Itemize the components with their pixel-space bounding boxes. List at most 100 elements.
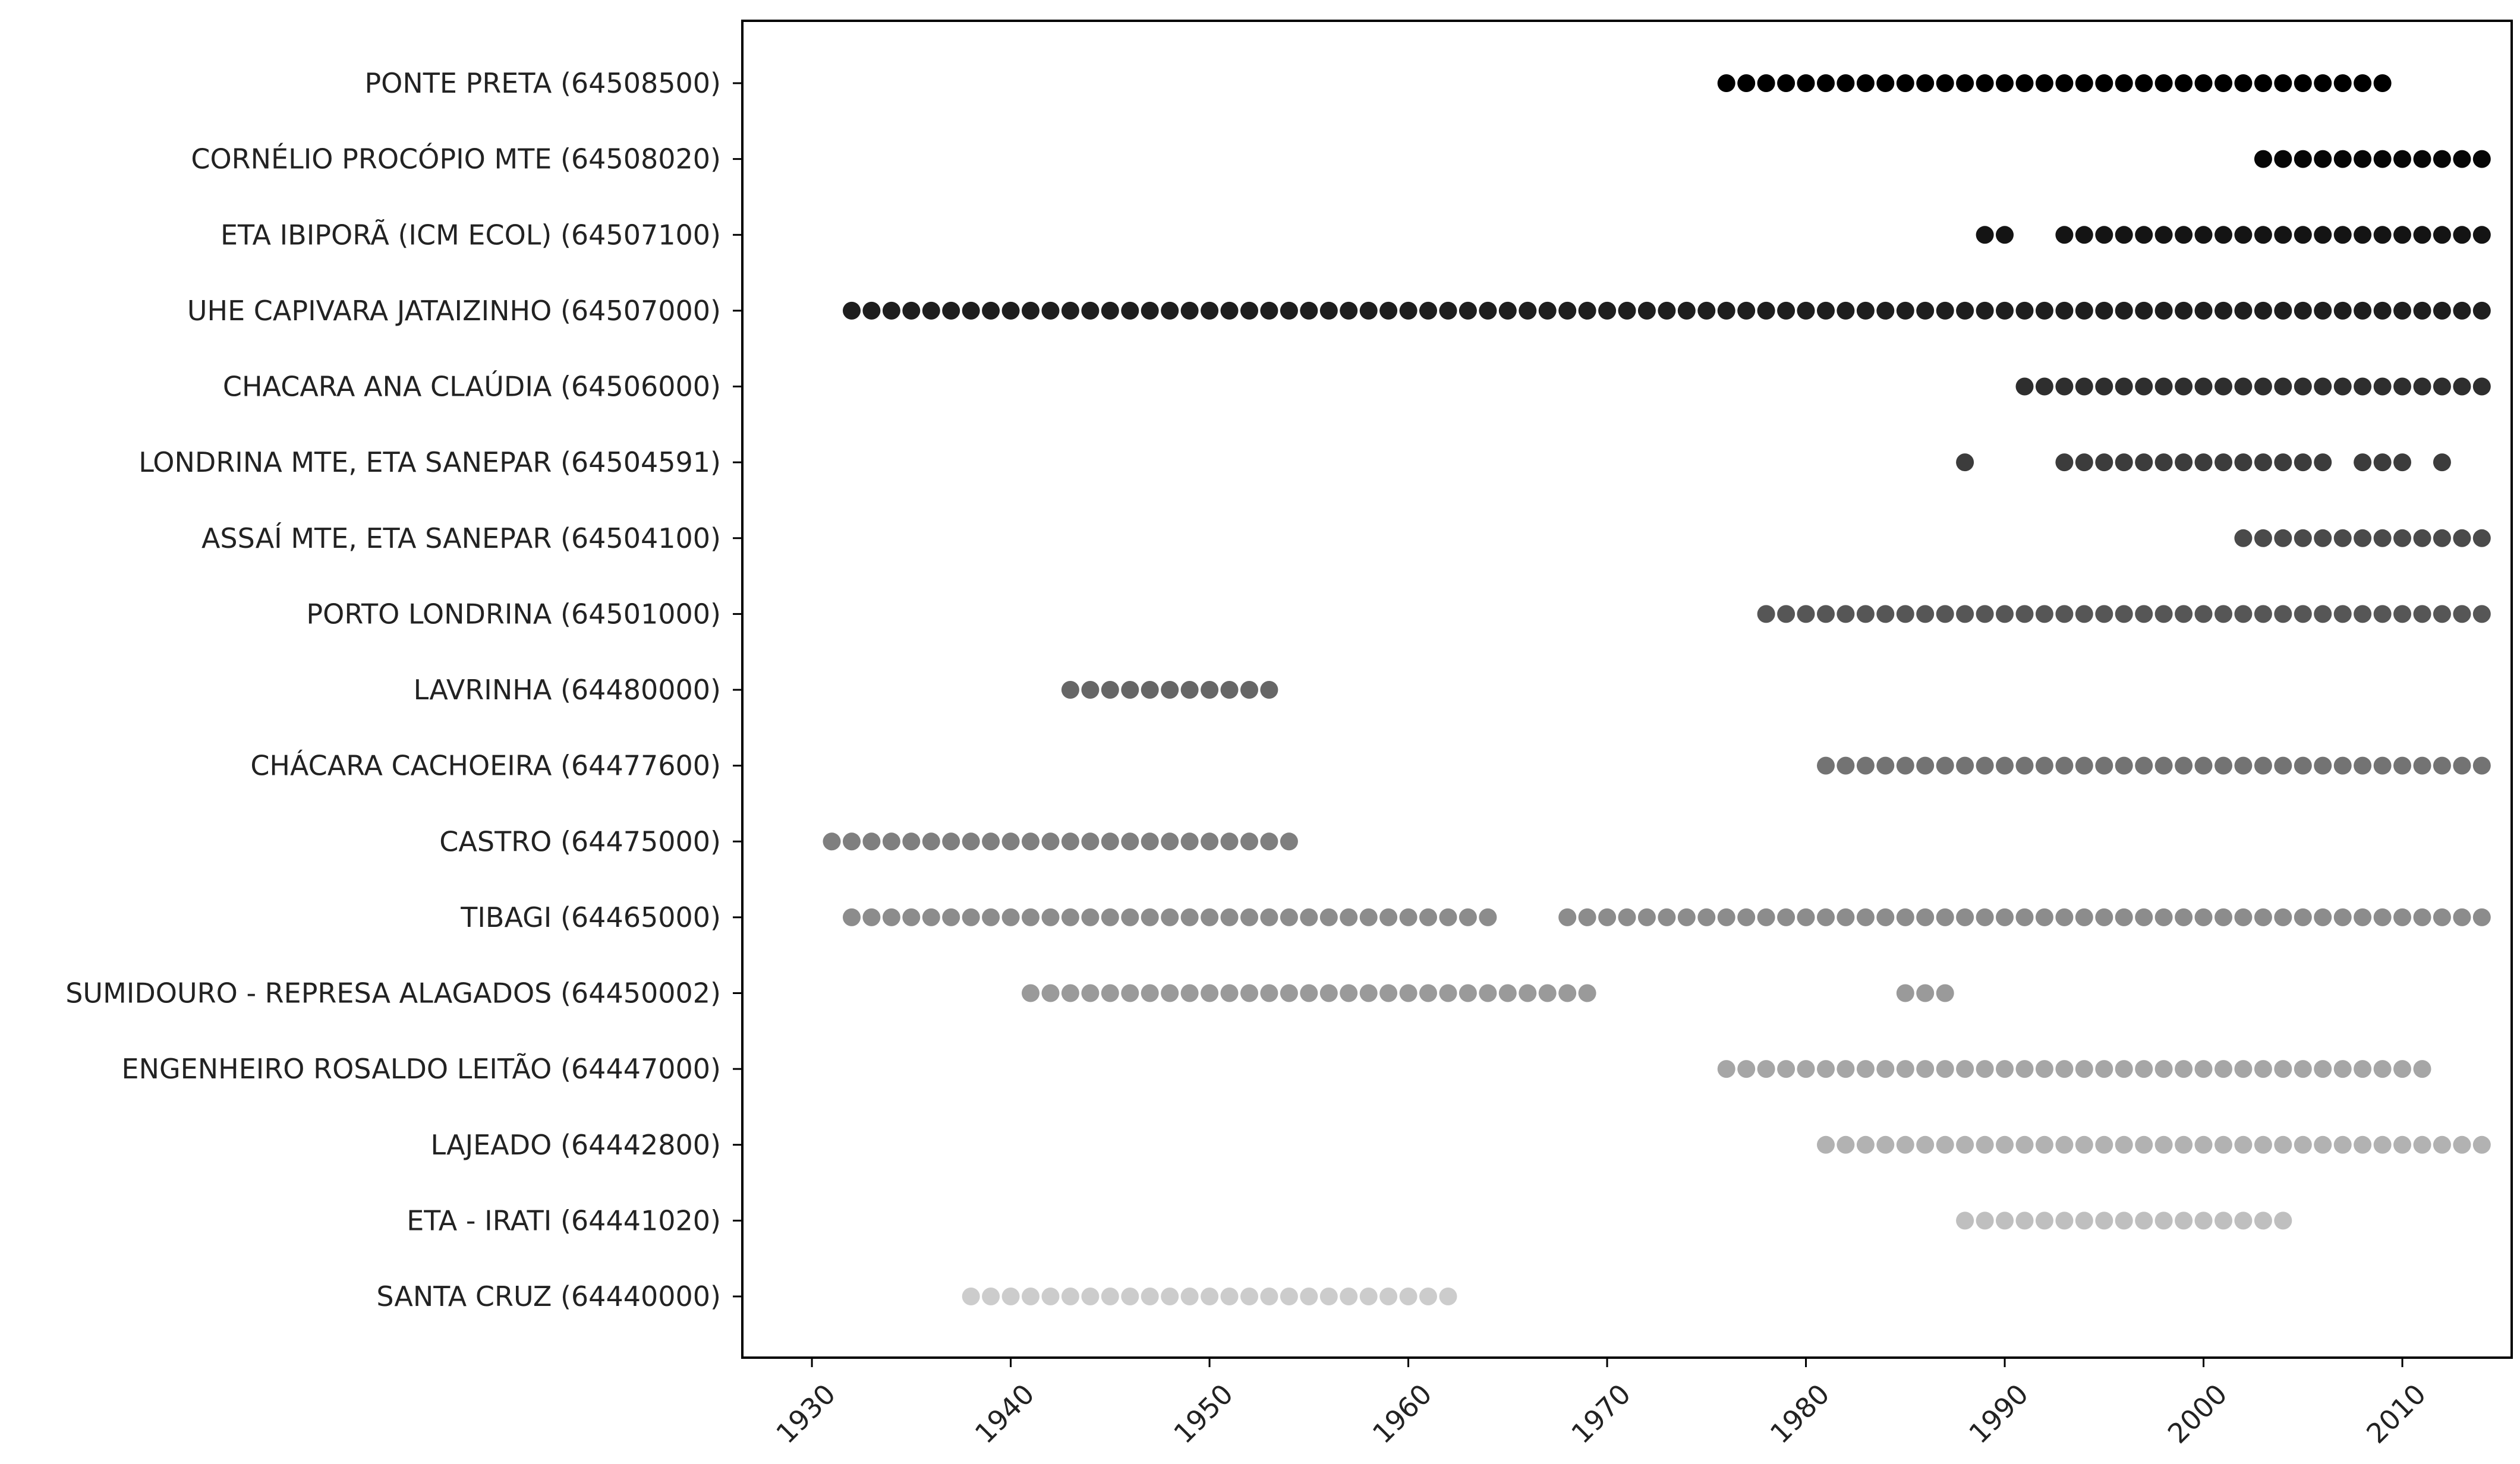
data-point bbox=[2472, 605, 2491, 623]
data-point bbox=[1141, 908, 1159, 926]
data-point bbox=[2075, 453, 2093, 472]
data-point bbox=[1558, 984, 1577, 1002]
data-point bbox=[1141, 681, 1159, 699]
data-point bbox=[1976, 226, 1994, 244]
data-point bbox=[2294, 301, 2312, 320]
data-point bbox=[2194, 908, 2213, 926]
data-point bbox=[1240, 681, 1258, 699]
data-point bbox=[1916, 984, 1935, 1002]
data-point bbox=[2175, 1211, 2193, 1230]
data-point bbox=[1876, 908, 1895, 926]
data-point bbox=[1319, 984, 1338, 1002]
data-point bbox=[2115, 1060, 2133, 1078]
data-point bbox=[1280, 1288, 1298, 1305]
data-point bbox=[2154, 377, 2173, 396]
data-point bbox=[1260, 832, 1278, 851]
data-point bbox=[823, 832, 841, 851]
data-point bbox=[2095, 908, 2113, 926]
data-point bbox=[1319, 301, 1338, 320]
data-point bbox=[1001, 1288, 1020, 1305]
data-point bbox=[2194, 301, 2213, 320]
data-point bbox=[1837, 1060, 1855, 1078]
data-point bbox=[1399, 301, 1418, 320]
data-point bbox=[2333, 150, 2352, 168]
data-point bbox=[2333, 1135, 2352, 1154]
data-point bbox=[1936, 908, 1954, 926]
data-point bbox=[2413, 529, 2431, 547]
data-point bbox=[1201, 681, 1219, 699]
data-point bbox=[2215, 453, 2232, 472]
data-point bbox=[1201, 301, 1219, 320]
data-point bbox=[2413, 301, 2431, 320]
data-point bbox=[1558, 301, 1577, 320]
data-point bbox=[2274, 605, 2292, 623]
data-point bbox=[1498, 301, 1517, 320]
series-points bbox=[2234, 529, 2491, 547]
data-point bbox=[2314, 150, 2332, 168]
data-point bbox=[962, 908, 980, 926]
station-label: CHÁCARA CACHOEIRA (64477600) bbox=[250, 750, 721, 782]
data-point bbox=[1061, 908, 1079, 926]
data-point bbox=[2095, 1060, 2113, 1078]
station-label: CHACARA ANA CLAÚDIA (64506000) bbox=[223, 371, 721, 403]
data-point bbox=[2055, 908, 2074, 926]
data-point bbox=[2274, 226, 2292, 244]
series-points bbox=[2254, 150, 2491, 168]
data-point bbox=[2254, 453, 2272, 472]
data-point bbox=[1419, 908, 1437, 926]
data-point bbox=[2215, 1060, 2232, 1078]
data-point bbox=[2413, 1060, 2431, 1078]
data-point bbox=[1916, 1060, 1935, 1078]
data-point bbox=[2294, 74, 2312, 92]
data-point bbox=[2135, 226, 2153, 244]
station-label: SUMIDOURO - REPRESA ALAGADOS (64450002) bbox=[65, 977, 721, 1009]
data-point bbox=[2472, 908, 2491, 926]
series-points bbox=[843, 908, 2491, 926]
data-point bbox=[1121, 832, 1139, 851]
data-point bbox=[2453, 226, 2471, 244]
data-point bbox=[862, 301, 881, 320]
data-point bbox=[2314, 301, 2332, 320]
data-point bbox=[2154, 1211, 2173, 1230]
data-point bbox=[1956, 908, 1974, 926]
data-point bbox=[2194, 756, 2213, 775]
data-point bbox=[2393, 150, 2411, 168]
data-point bbox=[1260, 301, 1278, 320]
station-label: ETA IBIPORÃ (ICM ECOL) (64507100) bbox=[220, 219, 721, 251]
data-point bbox=[2254, 1060, 2272, 1078]
data-point bbox=[2433, 453, 2451, 472]
data-point bbox=[1419, 1288, 1437, 1305]
station-label: CORNÉLIO PROCÓPIO MTE (64508020) bbox=[191, 143, 721, 175]
data-point bbox=[2453, 605, 2471, 623]
data-point bbox=[1817, 605, 1835, 623]
data-point bbox=[2254, 74, 2272, 92]
data-point bbox=[2354, 756, 2372, 775]
data-point bbox=[1817, 74, 1835, 92]
data-point bbox=[1976, 1135, 1994, 1154]
data-point bbox=[2154, 226, 2173, 244]
data-point bbox=[1936, 605, 1954, 623]
data-point bbox=[2354, 74, 2372, 92]
data-point bbox=[1956, 1135, 1974, 1154]
data-point bbox=[1201, 1288, 1219, 1305]
data-point bbox=[1956, 1211, 1974, 1230]
data-point bbox=[1300, 908, 1318, 926]
data-point bbox=[1737, 1060, 1756, 1078]
data-point bbox=[1459, 301, 1477, 320]
data-point bbox=[1578, 908, 1596, 926]
series-points bbox=[843, 301, 2491, 320]
data-point bbox=[1936, 1135, 1954, 1154]
data-point bbox=[2333, 908, 2352, 926]
data-point bbox=[2314, 605, 2332, 623]
data-point bbox=[2472, 150, 2491, 168]
data-point bbox=[1161, 984, 1179, 1002]
data-point bbox=[2354, 529, 2372, 547]
data-point bbox=[1777, 908, 1796, 926]
data-point bbox=[1340, 984, 1358, 1002]
series-points bbox=[1717, 1060, 2431, 1078]
data-point bbox=[1598, 301, 1617, 320]
data-point bbox=[2075, 301, 2093, 320]
data-point bbox=[1817, 1060, 1835, 1078]
data-point bbox=[1797, 605, 1815, 623]
data-point bbox=[2393, 756, 2411, 775]
